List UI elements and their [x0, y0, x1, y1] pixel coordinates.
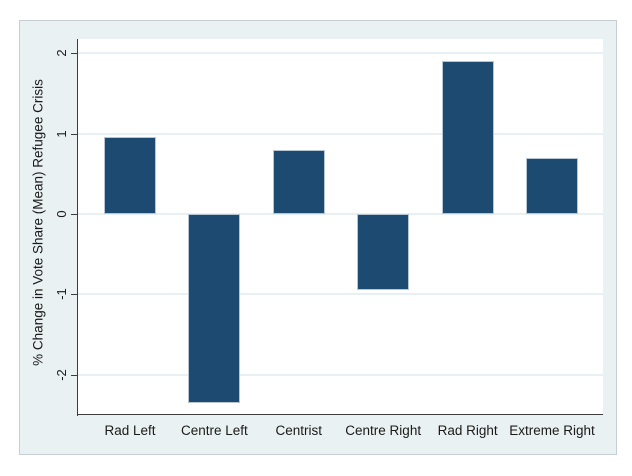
y-tick-label-1: 1 [53, 130, 69, 138]
y-tick-mark-2 [71, 53, 77, 55]
y-tick-mark-1 [71, 133, 77, 135]
bar-centrist [272, 149, 325, 215]
bar-centre-right [357, 214, 410, 291]
gridline-y--2 [78, 373, 603, 376]
y-tick-mark-0 [71, 214, 77, 216]
x-category-label-rad-left: Rad Left [104, 423, 156, 438]
y-tick-label-0: 0 [53, 210, 69, 218]
y-tick-mark--1 [71, 294, 77, 296]
x-category-label-centre-left: Centre Left [180, 423, 248, 438]
bar-extreme-right [526, 157, 578, 215]
gridline-y-0 [78, 213, 603, 216]
x-category-label-centre-right: Centre Right [345, 423, 422, 438]
y-tick-mark--2 [71, 374, 77, 376]
plot-area [78, 39, 603, 415]
x-axis-line [77, 414, 603, 415]
y-tick-label--1: -1 [53, 288, 69, 301]
bar-centre-left [188, 214, 241, 403]
bar-rad-right [441, 61, 494, 215]
x-category-label-centrist: Centrist [275, 423, 323, 438]
x-category-label-rad-right: Rad Right [437, 423, 498, 438]
y-tick-label--2: -2 [53, 369, 69, 381]
gridline-y-1 [78, 132, 603, 135]
bar-rad-left [104, 137, 156, 215]
gridline-y--1 [78, 293, 603, 296]
y-axis-line [77, 39, 78, 416]
x-category-label-extreme-right: Extreme Right [509, 423, 595, 438]
gridline-y-2 [78, 52, 603, 55]
y-axis-title: % Change in Vote Share (Mean) Refugee Cr… [30, 79, 46, 366]
y-tick-label-2: 2 [53, 49, 69, 58]
